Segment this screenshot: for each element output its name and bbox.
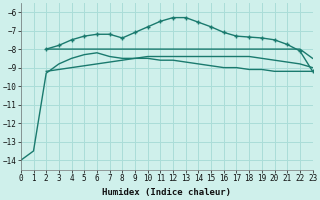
X-axis label: Humidex (Indice chaleur): Humidex (Indice chaleur) — [102, 188, 231, 197]
